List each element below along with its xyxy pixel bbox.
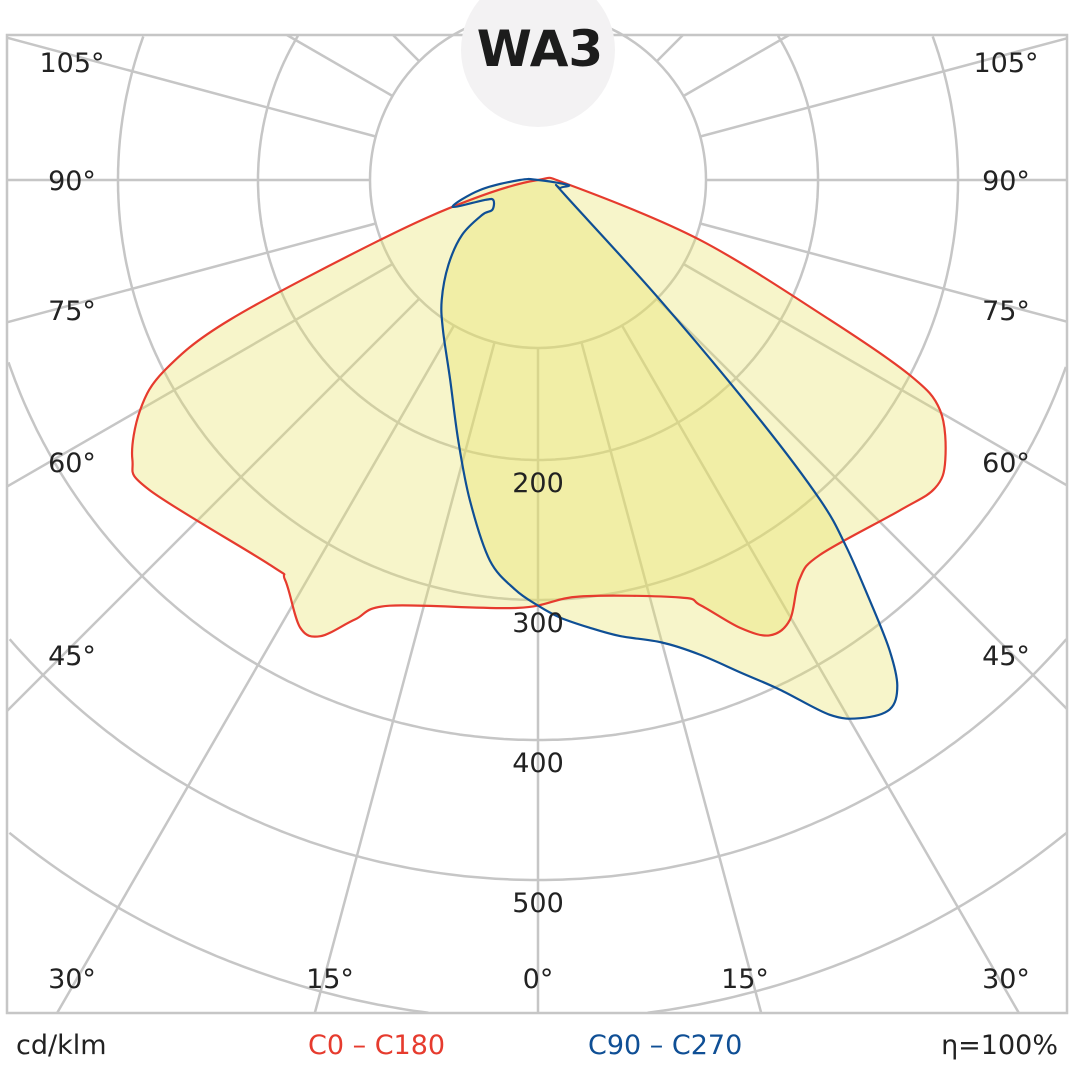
grid-spoke <box>682 262 1068 487</box>
grid-spoke <box>699 37 1068 138</box>
angle-label-bottom--30: 30° <box>48 964 96 995</box>
radial-tick-400: 400 <box>512 748 564 779</box>
grid-ring <box>7 361 1068 742</box>
curve-c90-c270 <box>440 177 899 720</box>
grid-spoke <box>620 324 1020 1014</box>
angle-label-bottom-15: 15° <box>721 964 769 995</box>
grid-spoke <box>286 33 394 98</box>
angle-label-bottom-30: 30° <box>982 964 1030 995</box>
title-badge <box>461 0 615 127</box>
grid-spoke <box>6 222 377 324</box>
axis-labels: 105° 105° 90° 90° 75° 75° 60° 60° 45° 45° 30° 15° 0°… <box>39 48 1038 995</box>
fill-c0-c180 <box>132 177 946 637</box>
legend-c90-c270: C90 – C270 <box>588 1030 743 1061</box>
radial-tick-300: 300 <box>512 608 564 639</box>
grid-spoke <box>56 324 456 1014</box>
angle-label-bottom--15: 15° <box>306 964 354 995</box>
angle-label-right-90: 90° <box>982 166 1030 197</box>
grid-spoke <box>6 262 394 488</box>
grid-spoke <box>655 34 684 63</box>
grid-spoke <box>699 222 1068 323</box>
angle-label-right-75: 75° <box>982 296 1030 327</box>
angle-label-left-60: 60° <box>48 448 96 479</box>
angle-label-right-105: 105° <box>973 48 1038 79</box>
radial-tick-500: 500 <box>512 888 564 919</box>
angle-label-right-60: 60° <box>982 448 1030 479</box>
angle-label-bottom-0: 0° <box>523 964 554 995</box>
unit-label: cd/klm <box>16 1030 107 1061</box>
legend-c0-c180: C0 – C180 <box>308 1030 446 1061</box>
chart-title: WA3 <box>477 20 603 78</box>
curve-c0-c180 <box>130 176 947 638</box>
fill-c90-c270 <box>441 179 898 719</box>
radial-tick-200: 200 <box>512 468 564 499</box>
angle-label-left-105: 105° <box>39 48 104 79</box>
efficiency-label: η=100% <box>941 1030 1058 1061</box>
grid-ring <box>8 638 1068 882</box>
grid-spoke <box>313 341 496 1014</box>
grid-spoke <box>580 341 763 1014</box>
grid-spoke <box>655 297 1068 710</box>
polar-grid <box>6 10 1068 1015</box>
angle-label-left-75: 75° <box>48 296 96 327</box>
distribution-curves <box>130 176 947 720</box>
distribution-fills <box>132 177 946 719</box>
grid-ring <box>116 35 960 602</box>
grid-ring <box>8 831 1068 1015</box>
angle-label-left-45: 45° <box>48 641 96 672</box>
grid-spoke <box>682 33 790 98</box>
grid-spoke <box>392 34 421 63</box>
angle-label-right-45: 45° <box>982 641 1030 672</box>
grid-ring <box>256 35 820 462</box>
grid-spoke <box>6 297 421 712</box>
grid-spoke <box>6 36 377 138</box>
angle-label-left-90: 90° <box>48 166 96 197</box>
